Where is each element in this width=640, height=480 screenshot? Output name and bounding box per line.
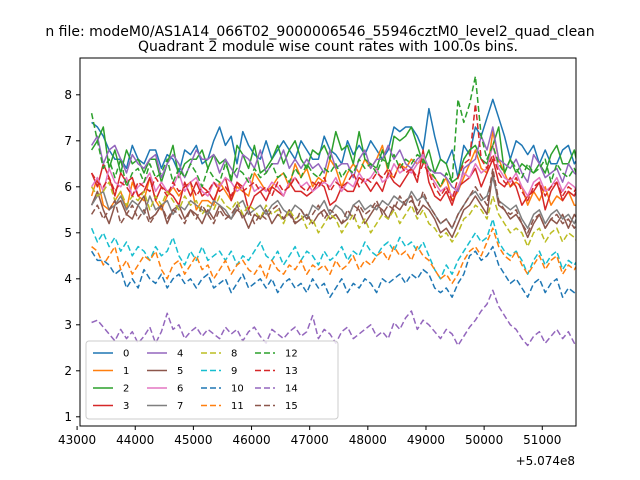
series-line-14 (91, 289, 576, 347)
x-tick-label: 49000 (407, 433, 445, 447)
series-line-2 (90, 126, 576, 183)
legend-label-13: 13 (285, 366, 298, 377)
figure-suptitle: n file: modeM0/AS1A14_066T02_9000006546_… (45, 24, 594, 40)
series-line-5 (90, 172, 576, 239)
legend-label-3: 3 (123, 401, 129, 412)
series-line-3 (90, 149, 576, 211)
series-line-12 (90, 75, 576, 188)
y-axis-ticks: 1 2 3 4 5 6 7 8 (64, 88, 80, 424)
legend-label-11: 11 (231, 401, 244, 412)
legend-label-5: 5 (177, 366, 183, 377)
axes-frame (79, 57, 577, 427)
legend-label-9: 9 (231, 366, 237, 377)
series-line-11 (91, 227, 576, 285)
series-line-15 (90, 167, 576, 234)
y-tick-label: 3 (64, 318, 72, 332)
series-line-9 (90, 218, 576, 280)
y-tick-label: 8 (64, 88, 72, 102)
series-line-6 (90, 144, 576, 197)
y-tick-label: 2 (64, 364, 72, 378)
legend-label-6: 6 (177, 384, 183, 395)
legend-label-7: 7 (177, 401, 183, 412)
y-tick-label: 4 (64, 272, 72, 286)
legend-label-1: 1 (123, 366, 129, 377)
legend-box (85, 340, 339, 420)
x-tick-label: 47000 (291, 433, 329, 447)
series-line-10 (90, 245, 576, 298)
x-tick-label: 44000 (116, 433, 154, 447)
legend-label-12: 12 (285, 349, 298, 360)
legend-label-4: 4 (177, 349, 183, 360)
x-offset-label: +5.074e8 (516, 454, 575, 468)
legend-label-14: 14 (285, 384, 298, 395)
x-tick-label: 45000 (174, 433, 212, 447)
y-tick-label: 1 (64, 410, 72, 424)
legend-label-2: 2 (123, 384, 129, 395)
series-line-8 (90, 181, 576, 248)
legend-label-15: 15 (285, 401, 298, 412)
series-layer (90, 75, 576, 347)
x-tick-label: 50000 (465, 433, 503, 447)
x-tick-label: 46000 (232, 433, 270, 447)
plot-area (90, 75, 576, 347)
series-line-0 (91, 98, 576, 179)
y-tick-label: 7 (64, 134, 72, 148)
series-line-13 (90, 103, 576, 202)
x-axis-ticks: 43000 44000 45000 46000 47000 48000 49000 50000… (58, 426, 561, 447)
x-tick-label: 43000 (58, 433, 96, 447)
y-tick-label: 6 (64, 180, 72, 194)
x-tick-label: 51000 (523, 433, 561, 447)
x-tick-label: 48000 (349, 433, 387, 447)
legend-label-8: 8 (231, 349, 237, 360)
legend-label-0: 0 (123, 349, 129, 360)
y-tick-label: 5 (64, 226, 72, 240)
chart-title: Quadrant 2 module wise count rates with … (138, 39, 518, 55)
legend-label-10: 10 (231, 384, 244, 395)
